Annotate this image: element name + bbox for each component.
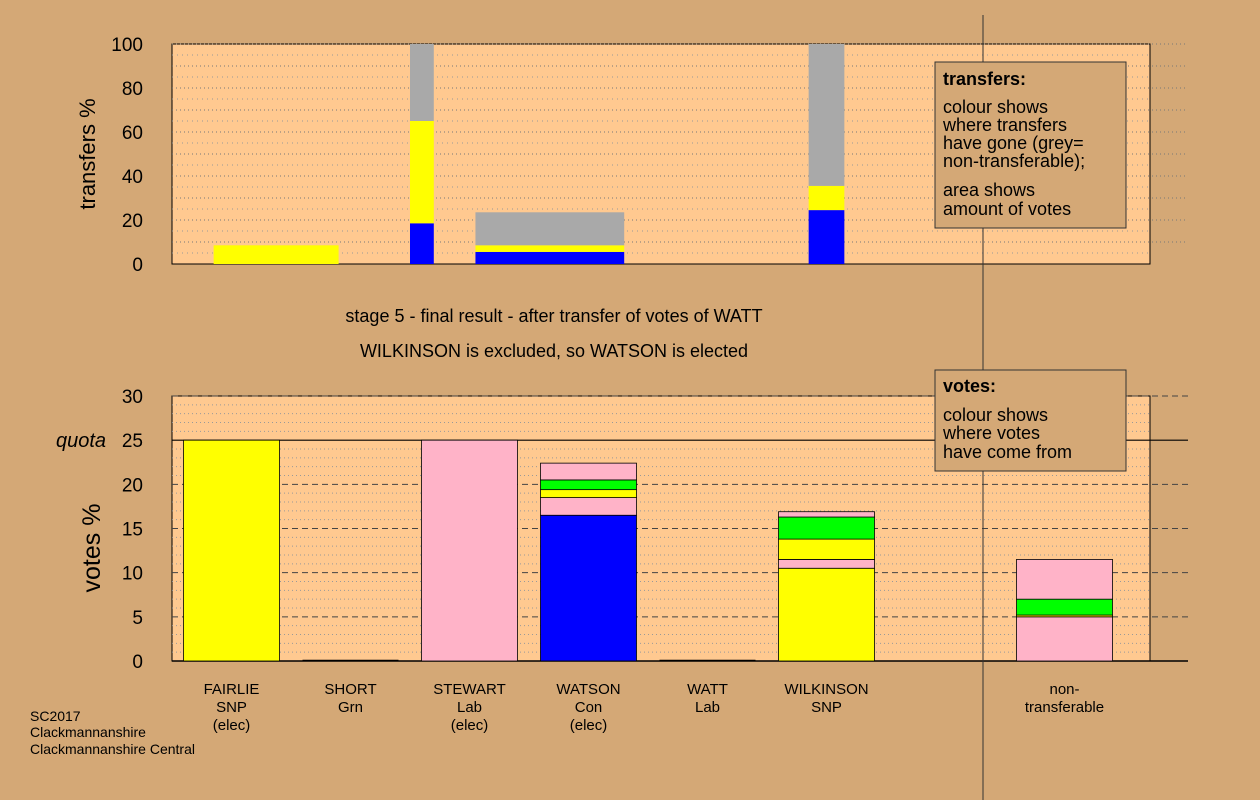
transfer-bar-segment bbox=[410, 223, 434, 264]
vote-bar-segment bbox=[540, 462, 637, 481]
vote-bar-segment bbox=[540, 497, 637, 516]
vote-bar-segment bbox=[778, 567, 875, 662]
votes-legend-line: have come from bbox=[943, 442, 1072, 462]
votes-y-tick-label: 30 bbox=[122, 387, 143, 408]
transfers-y-tick-label: 100 bbox=[111, 35, 143, 56]
candidate-label: Grn bbox=[338, 699, 363, 716]
votes-legend-line: colour shows bbox=[943, 405, 1048, 425]
votes-y-ticks: 0 5 10 15 20 25 30 bbox=[122, 387, 143, 673]
category-labels: FAIRLIESNP(elec)SHORTGrnSTEWARTLab(elec)… bbox=[204, 681, 1105, 734]
votes-y-tick-label: 20 bbox=[122, 475, 143, 496]
transfers-y-tick-label: 80 bbox=[122, 79, 143, 100]
transfers-legend-line: non-transferable); bbox=[943, 151, 1085, 171]
candidate-label: (elec) bbox=[451, 717, 489, 734]
footer-line: Clackmannanshire bbox=[30, 724, 146, 740]
candidate-label: WILKINSON bbox=[784, 681, 868, 698]
transfer-bar-segment bbox=[475, 251, 625, 264]
candidate-label: (elec) bbox=[570, 717, 608, 734]
transfer-bar-segment bbox=[410, 121, 434, 224]
vote-bar-segment bbox=[421, 439, 518, 662]
transfers-bars bbox=[213, 44, 845, 264]
vote-bar-segment bbox=[540, 479, 637, 491]
transfer-bar-segment bbox=[808, 44, 845, 186]
transfers-legend-line: have gone (grey= bbox=[943, 133, 1084, 153]
candidate-label: non- bbox=[1049, 681, 1079, 698]
transfer-bar-segment bbox=[213, 245, 339, 264]
transfer-bar-segment bbox=[475, 245, 625, 252]
transfers-y-tick-label: 60 bbox=[122, 123, 143, 144]
vote-bar-segment bbox=[1016, 598, 1113, 616]
footer-line: Clackmannanshire Central bbox=[30, 741, 195, 757]
vote-bar-segment bbox=[778, 559, 875, 569]
transfer-bar-segment bbox=[475, 212, 625, 246]
stage-title: stage 5 - final result - after transfer … bbox=[345, 306, 762, 326]
candidate-label: SNP bbox=[216, 699, 247, 716]
transfers-legend-line: area shows bbox=[943, 180, 1035, 200]
vote-bar-segment bbox=[778, 516, 875, 540]
transfers-y-tick-label: 0 bbox=[132, 255, 143, 276]
vote-bar-segment bbox=[540, 489, 637, 498]
vote-bar-segment bbox=[1016, 616, 1113, 662]
votes-y-axis-title: votes % bbox=[78, 504, 106, 593]
votes-y-tick-label: 5 bbox=[132, 608, 143, 629]
votes-y-tick-label: 25 bbox=[122, 431, 143, 452]
votes-y-tick-label: 0 bbox=[132, 652, 143, 673]
vote-bar-segment bbox=[778, 511, 875, 518]
transfers-legend-title: transfers: bbox=[943, 69, 1026, 89]
transfers-legend-line: amount of votes bbox=[943, 199, 1071, 219]
votes-legend-title: votes: bbox=[943, 376, 996, 396]
vote-bar-segment bbox=[183, 439, 280, 662]
candidate-label: STEWART bbox=[433, 681, 506, 698]
candidate-label: Lab bbox=[695, 699, 720, 716]
transfers-legend-line: colour shows bbox=[943, 97, 1048, 117]
footer-line: SC2017 bbox=[30, 708, 81, 724]
votes-y-tick-label: 10 bbox=[122, 564, 143, 585]
votes-legend: votes: colour shows where votes have com… bbox=[934, 369, 1127, 472]
vote-bar-segment bbox=[540, 514, 637, 662]
candidate-label: Con bbox=[575, 699, 603, 716]
transfers-y-ticks: 0 20 40 60 80 100 bbox=[111, 35, 143, 276]
transfer-bar-segment bbox=[410, 44, 434, 121]
transfer-bar-segment bbox=[808, 210, 845, 264]
candidate-label: SNP bbox=[811, 699, 842, 716]
vote-bar-segment bbox=[778, 538, 875, 560]
stage-subtitle: WILKINSON is excluded, so WATSON is elec… bbox=[360, 341, 748, 361]
candidate-label: (elec) bbox=[213, 717, 251, 734]
votes-bars bbox=[183, 439, 1113, 662]
candidate-label: SHORT bbox=[324, 681, 376, 698]
candidate-label: WATT bbox=[687, 681, 728, 698]
transfers-legend: transfers: colour shows where transfers … bbox=[934, 61, 1127, 229]
transfers-y-tick-label: 20 bbox=[122, 211, 143, 232]
candidate-label: WATSON bbox=[556, 681, 620, 698]
quota-label: quota bbox=[56, 430, 106, 452]
transfers-legend-line: where transfers bbox=[942, 115, 1067, 135]
candidate-label: transferable bbox=[1025, 699, 1104, 716]
candidate-label: Lab bbox=[457, 699, 482, 716]
transfer-bar-segment bbox=[808, 185, 845, 211]
votes-y-tick-label: 15 bbox=[122, 520, 143, 541]
vote-bar-segment bbox=[1016, 559, 1113, 600]
transfers-y-axis-title: transfers % bbox=[75, 98, 100, 209]
candidate-label: FAIRLIE bbox=[204, 681, 260, 698]
votes-legend-line: where votes bbox=[942, 423, 1040, 443]
transfers-y-tick-label: 40 bbox=[122, 167, 143, 188]
